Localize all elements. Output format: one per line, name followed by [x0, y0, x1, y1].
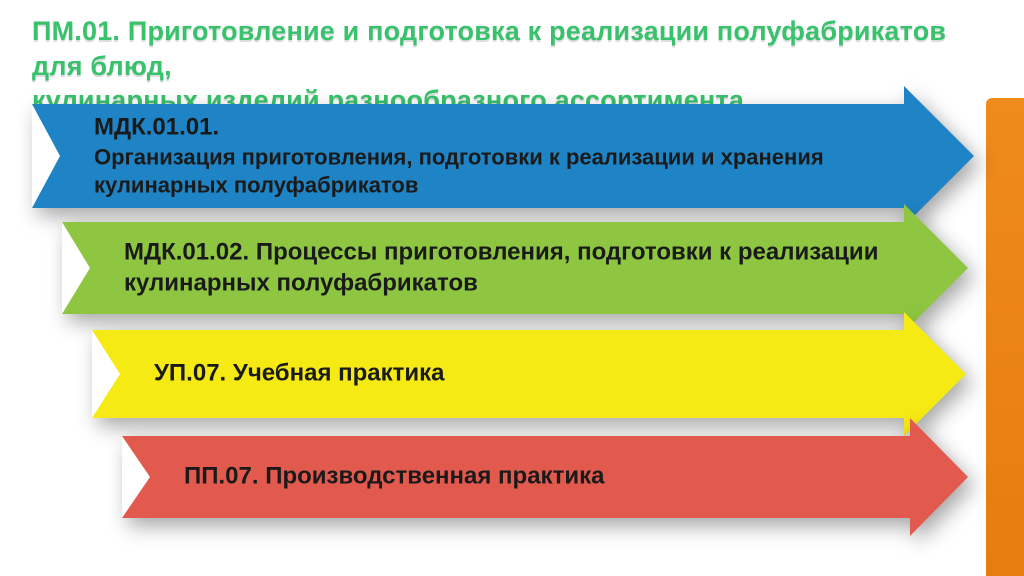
arrow-code: МДК.01.01. — [94, 113, 219, 140]
arrow-text: ПП.07. Производственная практика — [184, 462, 900, 493]
arrow-tail-notch — [32, 104, 60, 208]
arrow-code: УП.07. — [154, 360, 233, 387]
arrow-up07: УП.07. Учебная практика — [92, 330, 966, 418]
arrow-text: МДК.01.02. Процессы приготовления, подго… — [124, 237, 894, 298]
arrow-body: Организация приготовления, подготовки к … — [94, 144, 824, 197]
arrow-head — [910, 418, 968, 536]
arrow-body: Производственная практика — [265, 463, 604, 490]
arrow-code: МДК.01.02. — [124, 238, 256, 265]
arrow-text: УП.07. Учебная практика — [154, 359, 894, 390]
arrow-mdk0101: МДК.01.01. Организация приготовления, под… — [32, 104, 974, 208]
slide-stage: ПМ.01. Приготовление и подготовка к реал… — [0, 0, 1024, 576]
right-orange-frame — [986, 98, 1024, 576]
arrow-tail-notch — [122, 436, 150, 518]
arrow-body: Учебная практика — [233, 360, 445, 387]
arrow-text: МДК.01.01. Организация приготовления, под… — [94, 112, 894, 199]
title-line-1: ПМ.01. Приготовление и подготовка к реал… — [32, 14, 984, 83]
slide-title: ПМ.01. Приготовление и подготовка к реал… — [32, 14, 984, 118]
arrow-pp07: ПП.07. Производственная практика — [122, 436, 968, 518]
arrow-mdk0102: МДК.01.02. Процессы приготовления, подго… — [62, 222, 968, 314]
arrow-tail-notch — [92, 330, 120, 418]
arrow-code: ПП.07. — [184, 463, 265, 490]
arrow-tail-notch — [62, 222, 90, 314]
